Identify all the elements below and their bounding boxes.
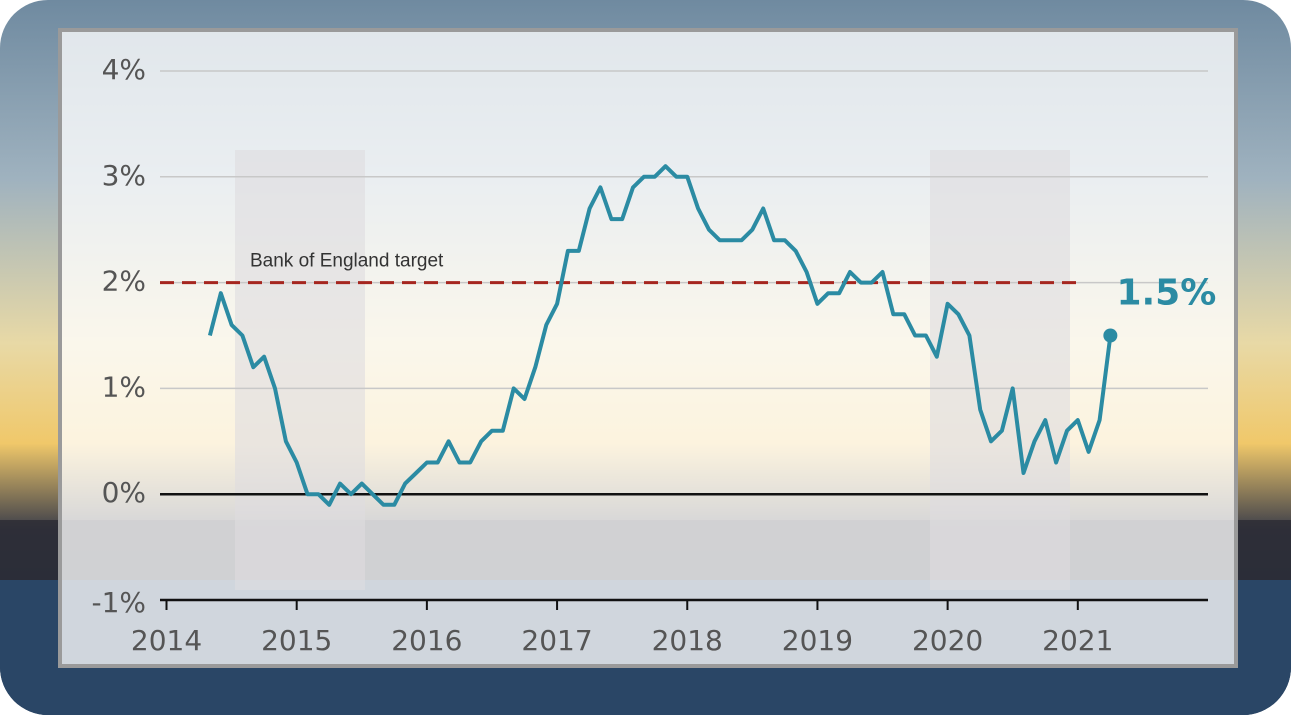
- end-value-label: 1.5%: [1116, 273, 1216, 314]
- x-tick-label: 2015: [261, 624, 332, 657]
- x-tick-label: 2020: [912, 624, 983, 657]
- y-tick-label: 3%: [102, 159, 146, 192]
- y-tick-label: 2%: [102, 265, 146, 298]
- chart-panel: [60, 30, 1236, 666]
- y-tick-label: 4%: [102, 53, 146, 86]
- target-label: Bank of England target: [250, 251, 444, 272]
- x-tick-label: 2016: [391, 624, 462, 657]
- x-tick-label: 2019: [782, 624, 853, 657]
- x-tick-label: 2014: [131, 624, 202, 657]
- y-tick-label: -1%: [91, 586, 146, 619]
- x-tick-label: 2018: [652, 624, 723, 657]
- x-tick-label: 2021: [1042, 624, 1113, 657]
- y-tick-label: 0%: [102, 476, 146, 509]
- x-tick-label: 2017: [521, 624, 592, 657]
- chart: -1% 0% 1% 2% 3% 4% 2014 2015 2016 2017 2018 2019 202…: [0, 0, 1291, 715]
- y-tick-label: 1%: [102, 370, 146, 403]
- end-point: [1103, 329, 1117, 343]
